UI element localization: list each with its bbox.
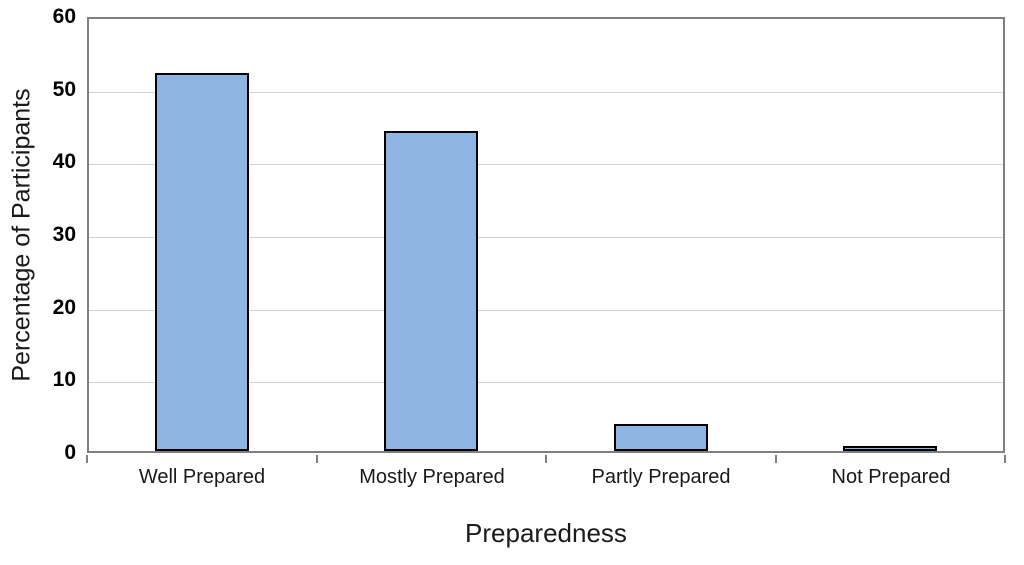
gridline: [89, 237, 1003, 238]
category-label: Not Prepared: [831, 466, 951, 488]
x-tick-mark: [775, 455, 777, 463]
y-tick-label: 0: [64, 441, 76, 464]
x-tick-mark: [316, 455, 318, 463]
plot-area: [87, 17, 1005, 453]
gridline: [89, 382, 1003, 384]
y-tick-label: 20: [52, 296, 76, 319]
bar-partly-prepared: [614, 424, 708, 451]
x-axis-label: Preparedness: [465, 518, 627, 548]
y-tick-label: 60: [52, 5, 76, 28]
category-label: Partly Prepared: [591, 466, 731, 488]
x-tick-mark: [86, 455, 88, 463]
category-label: Well Prepared: [138, 466, 266, 488]
y-tick-label: 50: [52, 78, 76, 101]
gridline: [89, 91, 1003, 93]
y-tick-label: 30: [52, 223, 76, 246]
gridline: [89, 164, 1003, 166]
bar-mostly-prepared: [384, 131, 478, 451]
x-tick-mark: [545, 455, 547, 463]
gridline: [89, 309, 1003, 311]
category-label: Mostly Prepared: [359, 466, 505, 488]
y-tick-label: 10: [52, 368, 76, 391]
bar-well-prepared: [155, 73, 249, 451]
bar-not-prepared: [843, 446, 937, 451]
y-tick-label: 40: [52, 150, 76, 173]
x-tick-mark: [1004, 455, 1006, 463]
